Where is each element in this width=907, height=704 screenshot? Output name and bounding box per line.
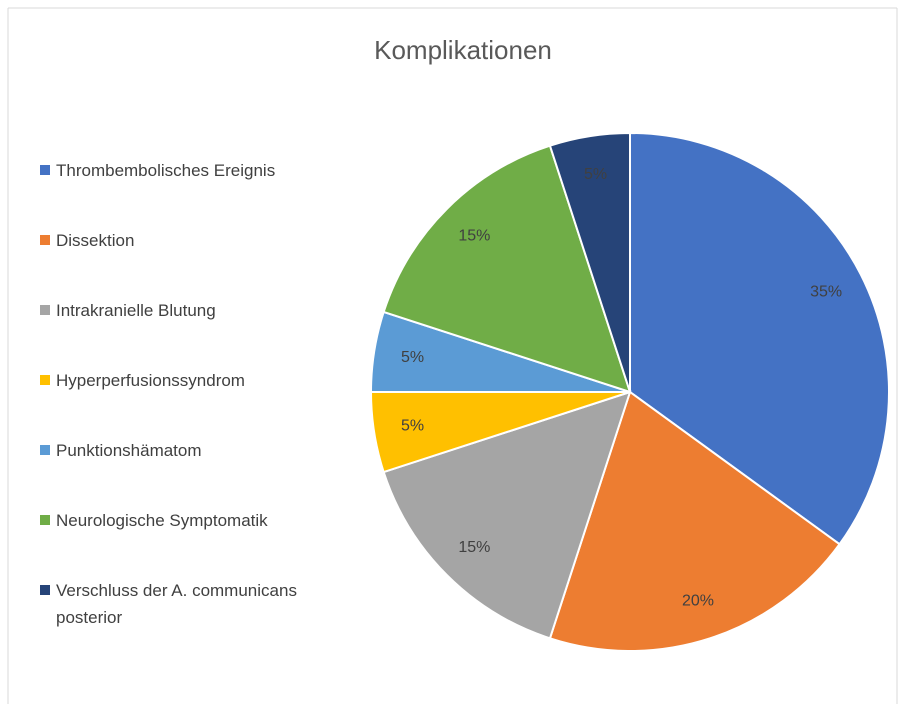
data-label: 5% (401, 418, 424, 435)
legend-label: Neurologische Symptomatik (56, 511, 268, 530)
chart-title: Komplikationen (374, 35, 552, 65)
data-label: 5% (401, 349, 424, 366)
data-label: 15% (458, 539, 490, 556)
legend-swatch (40, 585, 50, 595)
legend-swatch (40, 165, 50, 175)
pie-slice (382, 144, 632, 394)
legend-swatch (40, 445, 50, 455)
legend-label: Hyperperfusionssyndrom (56, 371, 245, 390)
legend-swatch (40, 235, 50, 245)
legend-entry: Neurologische Symptomatik (40, 507, 340, 534)
legend-label: Punktionshämatom (56, 441, 202, 460)
legend-label: Dissektion (56, 231, 135, 250)
pie-slice (548, 131, 631, 393)
legend-entry: Intrakranielle Blutung (40, 297, 340, 324)
legend-entry: Hyperperfusionssyndrom (40, 367, 340, 394)
data-label: 35% (810, 283, 842, 300)
data-label: 20% (682, 593, 714, 610)
pie-slice (548, 390, 841, 652)
legend-entry: Verschluss der A. communicans posterior (40, 577, 340, 631)
legend-entry: Punktionshämatom (40, 437, 340, 464)
legend-swatch (40, 305, 50, 315)
data-label: 15% (458, 228, 490, 245)
pie-slice (382, 390, 632, 640)
legend-entry: Dissektion (40, 227, 340, 254)
legend-swatch (40, 375, 50, 385)
legend-label: Intrakranielle Blutung (56, 301, 216, 320)
legend-label: Verschluss der A. communicans posterior (56, 581, 297, 627)
legend-label: Thrombembolisches Ereignis (56, 161, 276, 180)
legend-swatch (40, 515, 50, 525)
legend-entry: Thrombembolisches Ereignis (40, 157, 340, 184)
data-label: 5% (584, 166, 607, 183)
pie-slice (629, 131, 890, 546)
